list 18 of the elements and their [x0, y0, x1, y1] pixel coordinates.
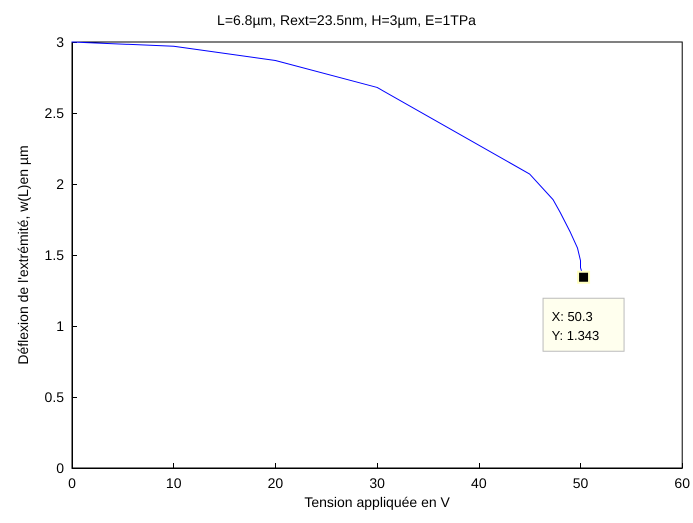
y-axis-title: Déflexion de l'extrémité, w(L)en µm: [15, 145, 31, 365]
x-tick-label: 10: [166, 475, 182, 491]
annotation: X: 50.3 Y: 1.343: [552, 308, 600, 343]
x-axis-title: Tension appliquée en V: [304, 494, 451, 510]
x-tick-label: 50: [572, 475, 589, 491]
y-tick-label: 1.5: [44, 247, 64, 263]
x-tick-label: 40: [471, 475, 487, 491]
x-tick-label: 60: [674, 475, 690, 491]
x-tick-label: 20: [268, 475, 284, 491]
y-tick-label: 2: [56, 176, 64, 192]
x-tick-label: 0: [68, 475, 76, 491]
y-tick-label: 2.5: [44, 105, 64, 121]
y-tick-label: 3: [56, 34, 64, 50]
y-tick-label: 1: [56, 318, 64, 334]
y-tick-label: 0.5: [44, 389, 64, 405]
x-tick-label: 30: [369, 475, 386, 491]
chart-title: L=6.8µm, Rext=23.5nm, H=3µm, E=1TPa: [217, 12, 476, 28]
y-tick-label: 0: [56, 460, 64, 476]
